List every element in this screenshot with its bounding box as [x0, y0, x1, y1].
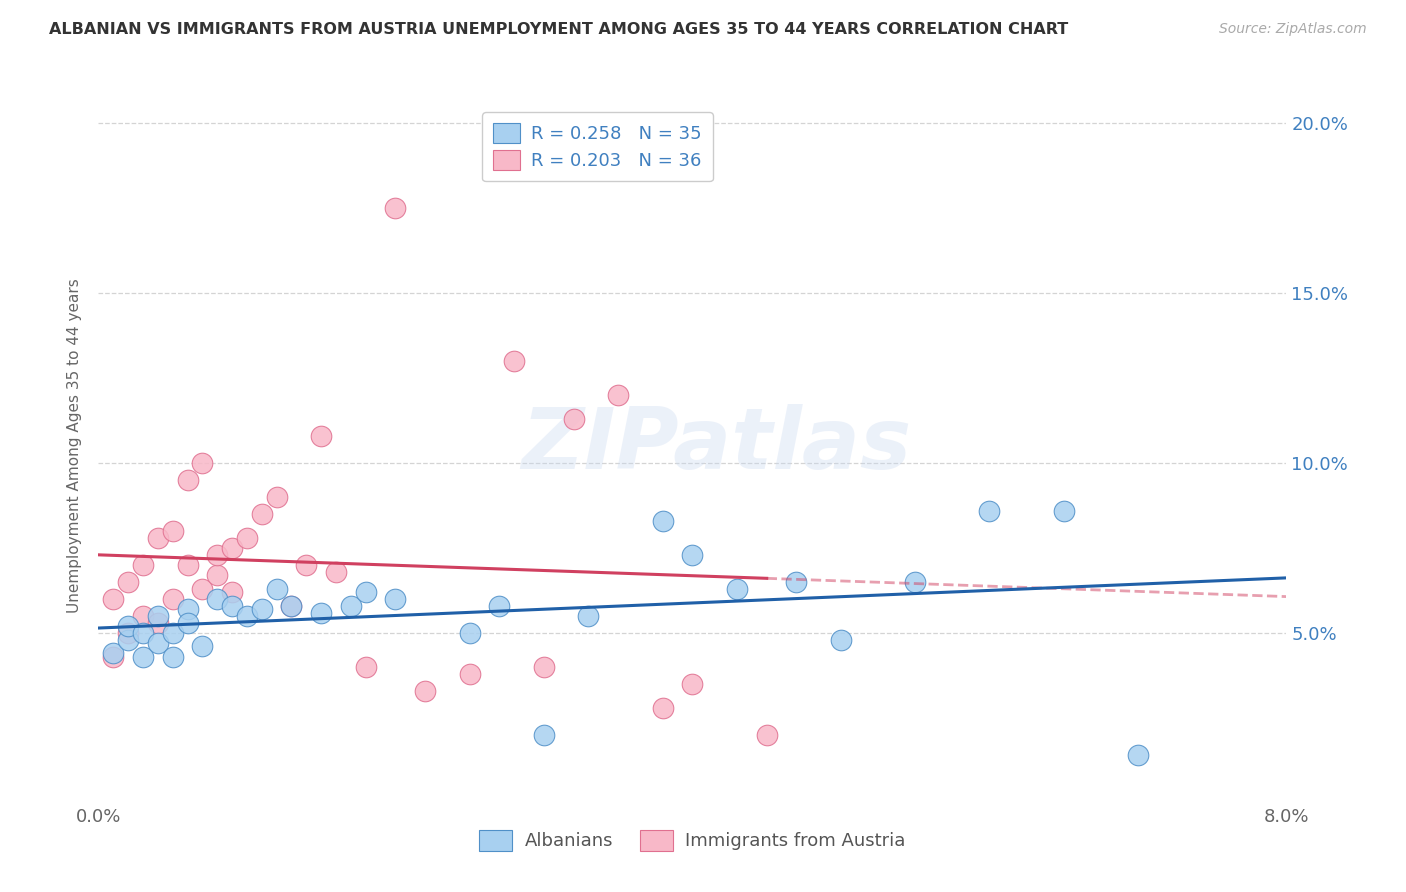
- Point: [309, 606, 332, 620]
- Point: [117, 632, 139, 647]
- Point: [176, 558, 198, 572]
- Point: [533, 728, 555, 742]
- Point: [1053, 503, 1076, 517]
- Point: [191, 640, 214, 654]
- Point: [681, 548, 703, 562]
- Point: [503, 354, 526, 368]
- Point: [755, 728, 778, 742]
- Point: [146, 636, 169, 650]
- Point: [146, 531, 169, 545]
- Point: [725, 582, 748, 596]
- Point: [117, 619, 139, 633]
- Point: [132, 626, 155, 640]
- Point: [162, 591, 184, 606]
- Point: [904, 574, 927, 589]
- Point: [103, 646, 125, 660]
- Point: [117, 574, 139, 589]
- Point: [250, 602, 273, 616]
- Point: [132, 558, 155, 572]
- Point: [162, 649, 184, 664]
- Text: ALBANIAN VS IMMIGRANTS FROM AUSTRIA UNEMPLOYMENT AMONG AGES 35 TO 44 YEARS CORRE: ALBANIAN VS IMMIGRANTS FROM AUSTRIA UNEM…: [49, 22, 1069, 37]
- Point: [325, 565, 347, 579]
- Point: [162, 626, 184, 640]
- Point: [681, 677, 703, 691]
- Point: [266, 490, 288, 504]
- Point: [280, 599, 302, 613]
- Point: [533, 660, 555, 674]
- Point: [117, 626, 139, 640]
- Point: [458, 626, 481, 640]
- Point: [384, 591, 406, 606]
- Point: [221, 599, 243, 613]
- Point: [250, 507, 273, 521]
- Point: [1126, 748, 1149, 763]
- Point: [578, 608, 600, 623]
- Point: [340, 599, 363, 613]
- Point: [221, 585, 243, 599]
- Point: [176, 473, 198, 487]
- Point: [176, 615, 198, 630]
- Point: [562, 412, 585, 426]
- Point: [651, 700, 673, 714]
- Point: [413, 683, 436, 698]
- Text: ZIPatlas: ZIPatlas: [522, 404, 911, 488]
- Y-axis label: Unemployment Among Ages 35 to 44 years: Unemployment Among Ages 35 to 44 years: [66, 278, 82, 614]
- Point: [354, 660, 377, 674]
- Point: [103, 649, 125, 664]
- Point: [207, 591, 229, 606]
- Point: [236, 531, 259, 545]
- Point: [176, 602, 198, 616]
- Point: [221, 541, 243, 555]
- Point: [146, 615, 169, 630]
- Point: [162, 524, 184, 538]
- Point: [146, 608, 169, 623]
- Point: [295, 558, 318, 572]
- Point: [651, 514, 673, 528]
- Point: [458, 666, 481, 681]
- Point: [488, 599, 510, 613]
- Point: [191, 582, 214, 596]
- Point: [830, 632, 852, 647]
- Point: [384, 201, 406, 215]
- Point: [132, 608, 155, 623]
- Legend: Albanians, Immigrants from Austria: Albanians, Immigrants from Austria: [472, 822, 912, 858]
- Point: [280, 599, 302, 613]
- Text: Source: ZipAtlas.com: Source: ZipAtlas.com: [1219, 22, 1367, 37]
- Point: [103, 591, 125, 606]
- Point: [309, 429, 332, 443]
- Point: [785, 574, 807, 589]
- Point: [607, 388, 630, 402]
- Point: [236, 608, 259, 623]
- Point: [191, 456, 214, 470]
- Point: [266, 582, 288, 596]
- Point: [132, 649, 155, 664]
- Point: [979, 503, 1001, 517]
- Point: [354, 585, 377, 599]
- Point: [207, 548, 229, 562]
- Point: [207, 568, 229, 582]
